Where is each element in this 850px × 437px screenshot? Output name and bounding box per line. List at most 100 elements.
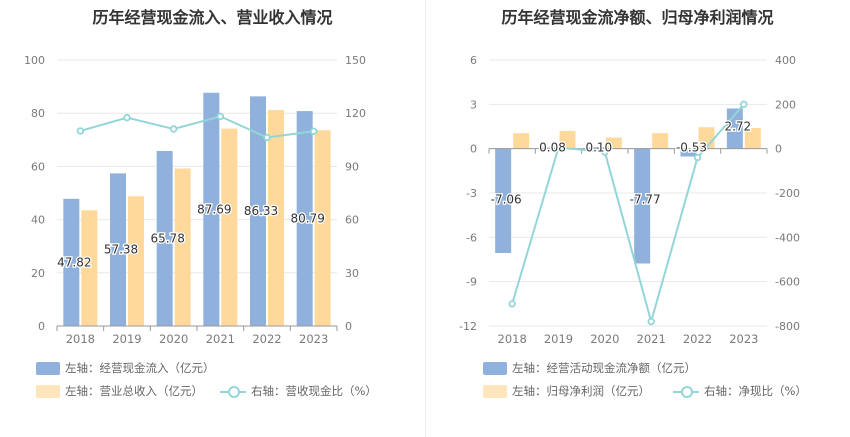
line-point-2023[interactable] <box>309 127 318 135</box>
y-left-tick-label: -6 <box>466 231 477 244</box>
bar-2018[interactable] <box>495 148 512 253</box>
bar-2020[interactable] <box>587 147 604 149</box>
legend-swatch-icon <box>483 361 507 375</box>
legend-label: 左轴：经营活动现金流净额（亿元） <box>512 361 696 375</box>
line-point-2022[interactable] <box>693 153 702 162</box>
bar-2019[interactable] <box>559 130 576 149</box>
line-series <box>511 103 745 326</box>
legend-line-icon <box>220 385 246 398</box>
bar-2020[interactable] <box>156 151 173 326</box>
data-label: 47.82 <box>57 255 91 269</box>
y-right-tick-label: 150 <box>345 54 366 67</box>
legend-label: 右轴：净现比（%） <box>704 384 807 398</box>
y-right-tick-label: 0 <box>345 320 352 333</box>
legend-item-line[interactable]: 右轴：净现比（%） <box>673 383 807 399</box>
data-label: -7.77 <box>630 193 661 207</box>
line-point-2018[interactable] <box>76 127 85 135</box>
bar-2018[interactable] <box>63 198 80 326</box>
y-left-tick-label: 0 <box>470 143 477 156</box>
y-right-tick-label: -200 <box>775 187 800 200</box>
data-label: 87.69 <box>197 202 231 216</box>
legend-item-line[interactable]: 右轴：营收现金比（%） <box>220 383 377 399</box>
chart-panel-left: 历年经营现金流入、营业收入情况 0 20 40 60 80 100 0 30 60 90 120 15… <box>24 8 377 399</box>
data-label: 0.08 <box>539 141 566 155</box>
bar-2019[interactable] <box>541 147 558 149</box>
legend-label: 右轴：营收现金比（%） <box>251 384 377 398</box>
bar-2019[interactable] <box>128 196 144 326</box>
bar-2023[interactable] <box>744 127 761 149</box>
data-label: 65.78 <box>150 232 184 246</box>
bar-2021[interactable] <box>221 128 238 326</box>
legend-label: 左轴：归母净利润（亿元） <box>512 384 650 398</box>
x-tick-label: 2021 <box>637 332 666 346</box>
legend-item-bar1[interactable]: 左轴：经营现金流入（亿元） <box>36 360 215 376</box>
y-right-tick-label: 200 <box>775 98 796 111</box>
bar-2020[interactable] <box>605 137 622 149</box>
legend-swatch-icon <box>483 384 507 398</box>
data-label: 2.72 <box>724 119 751 133</box>
y-left-tick-label: 0 <box>38 320 45 333</box>
line-point-2018[interactable] <box>508 300 516 308</box>
y-left-tick-label: -12 <box>459 320 477 333</box>
x-tick-label: 2019 <box>112 332 141 346</box>
y-left-tick-label: 40 <box>31 214 45 227</box>
line-point-2021[interactable] <box>647 317 655 326</box>
x-tick-label: 2018 <box>498 332 527 346</box>
panel-divider <box>425 0 426 437</box>
y-right-tick-label: 120 <box>345 107 366 120</box>
chart-title: 历年经营现金流入、营业收入情况 <box>92 8 333 27</box>
line-point-2023[interactable] <box>740 100 748 109</box>
bar-2018[interactable] <box>513 133 530 149</box>
data-label: 57.38 <box>104 243 138 257</box>
data-label: 0.10 <box>585 141 612 155</box>
line-point-2020[interactable] <box>601 148 609 156</box>
legend-label: 左轴：经营现金流入（亿元） <box>65 361 215 375</box>
data-label: -7.06 <box>491 193 522 207</box>
bar-2023[interactable] <box>296 111 313 326</box>
bar-2022[interactable] <box>268 110 284 327</box>
y-right-tick-label: 400 <box>775 54 796 67</box>
line-point-2022[interactable] <box>263 133 271 142</box>
y-left-tick-label: 80 <box>31 107 45 120</box>
x-tick-label: 2023 <box>299 332 328 346</box>
data-label: 80.79 <box>290 212 324 226</box>
legend-item-bar2[interactable]: 左轴：归母净利润（亿元） <box>483 383 650 399</box>
bar-2023[interactable] <box>314 130 331 326</box>
line-point-2019[interactable] <box>554 143 563 152</box>
legend-item-bar2[interactable]: 左轴：营业总收入（亿元） <box>36 383 203 399</box>
y-right-tick-label: -600 <box>775 276 800 289</box>
bar-2022[interactable] <box>250 96 266 326</box>
y-left-tick-label: 60 <box>31 160 45 173</box>
bar-2021[interactable] <box>203 92 220 326</box>
chart-svg: 0 20 40 60 80 100 0 30 60 90 120 150 2018 2019 2020 202… <box>24 54 366 346</box>
y-left-tick-label: 6 <box>470 54 477 67</box>
line-point-2019[interactable] <box>123 113 131 122</box>
bar-2022[interactable] <box>680 148 697 157</box>
bar-2019[interactable] <box>110 173 126 326</box>
line-point-2020[interactable] <box>169 125 178 133</box>
y-left-tick-label: -9 <box>466 276 477 289</box>
y-right-tick-label: 30 <box>345 267 359 280</box>
y-right-tick-label: 60 <box>345 214 359 227</box>
y-left-tick-label: 3 <box>470 98 477 111</box>
y-right-tick-label: 90 <box>345 160 359 173</box>
y-right-tick-label: -400 <box>775 231 800 244</box>
line-series <box>80 115 314 139</box>
bar-2021[interactable] <box>652 133 669 149</box>
bar-2021[interactable] <box>634 148 651 264</box>
y-left-tick-label: -3 <box>466 187 477 200</box>
legend-swatch-icon <box>36 361 60 375</box>
bar-2018[interactable] <box>81 210 98 326</box>
x-tick-label: 2018 <box>66 332 95 346</box>
legend-line-icon <box>673 385 699 398</box>
x-tick-label: 2022 <box>252 332 281 346</box>
chart-svg: -12 -9 -6 -3 0 3 6 -800 -600 -400 -200 0 200 400 2018 2… <box>459 54 800 346</box>
line-point-2021[interactable] <box>216 112 225 121</box>
legend-item-bar1[interactable]: 左轴：经营活动现金流净额（亿元） <box>483 360 696 376</box>
legend-label: 左轴：营业总收入（亿元） <box>65 384 203 398</box>
data-label: -0.53 <box>676 141 707 155</box>
bar-2020[interactable] <box>174 168 191 326</box>
y-right-tick-label: -800 <box>775 320 800 333</box>
y-left-tick-label: 20 <box>31 267 45 280</box>
x-tick-label: 2019 <box>544 332 573 346</box>
